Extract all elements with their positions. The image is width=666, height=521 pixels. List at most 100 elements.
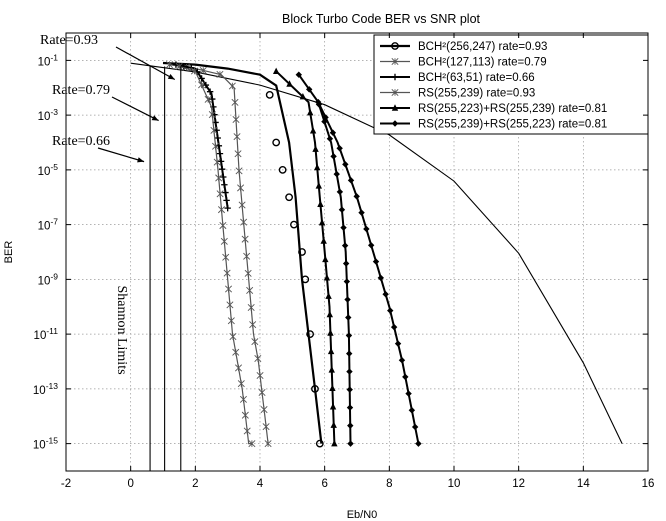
marker-triangle <box>327 329 334 336</box>
marker-diamond <box>415 440 422 447</box>
marker-diamond <box>408 407 416 414</box>
marker-diamond <box>345 332 353 339</box>
marker-star <box>208 111 216 119</box>
legend: BCH²(256,247) rate=0.93 BCH²(127,113) rat… <box>373 34 649 135</box>
marker-diamond <box>398 357 406 364</box>
y-tick-label: 10-11 <box>34 326 59 342</box>
marker-triangle <box>306 108 314 116</box>
marker-star <box>246 286 254 294</box>
marker-star <box>241 411 249 419</box>
marker-star <box>198 81 206 89</box>
marker-triangle <box>286 80 293 87</box>
shannon-rate-label: Rate=0.66 <box>52 134 110 149</box>
marker-triangle <box>327 347 335 355</box>
marker-circle <box>285 193 293 202</box>
marker-diamond <box>336 145 343 152</box>
marker-star <box>231 98 239 106</box>
marker-star <box>264 440 272 448</box>
x-axis-label: Eb/N0 <box>347 509 378 521</box>
x-tick-label: 16 <box>642 478 655 490</box>
marker-star <box>228 82 236 90</box>
uncoded-curve <box>130 62 623 444</box>
marker-diamond <box>358 209 365 216</box>
marker-star <box>254 354 262 363</box>
marker-star <box>235 167 243 175</box>
marker-diamond <box>347 177 355 184</box>
marker-diamond <box>336 188 344 196</box>
marker-plus <box>221 181 228 188</box>
marker-diamond <box>353 193 360 200</box>
marker-diamond <box>402 373 409 381</box>
y-tick-label: 10-3 <box>38 107 59 123</box>
marker-diamond <box>363 225 370 233</box>
marker-triangle <box>323 274 331 281</box>
marker-star <box>216 190 224 198</box>
x-tick-label: 6 <box>321 478 327 490</box>
marker-star <box>391 88 399 97</box>
marker-circle <box>311 384 319 393</box>
plot-frame <box>65 32 649 472</box>
legend-label: BCH²(63,51) rate=0.66 <box>418 72 535 84</box>
marker-triangle <box>329 384 336 392</box>
marker-circle <box>301 275 310 284</box>
marker-diamond <box>346 368 353 375</box>
marker-star <box>199 66 207 74</box>
curves <box>130 61 623 448</box>
marker-star <box>247 303 255 312</box>
marker-circle <box>298 248 306 256</box>
marker-triangle <box>317 200 324 207</box>
marker-star <box>251 338 259 346</box>
shannon-arrow <box>111 96 159 122</box>
arrow-head <box>151 115 159 121</box>
marker-triangle <box>315 182 323 189</box>
marker-diamond <box>333 170 340 178</box>
legend-box <box>373 34 649 135</box>
shannon-arrow <box>97 147 145 163</box>
marker-triangle <box>318 218 326 226</box>
marker-diamond <box>342 161 349 168</box>
marker-star <box>391 57 399 66</box>
marker-diamond <box>347 422 354 429</box>
marker-diamond <box>322 114 329 121</box>
marker-diamond <box>315 98 322 106</box>
marker-star <box>239 395 247 403</box>
marker-plus <box>222 189 229 196</box>
marker-star <box>258 389 266 397</box>
marker-star <box>222 253 230 261</box>
marker-star <box>217 206 226 214</box>
marker-triangle <box>313 163 321 171</box>
y-tick-label: 10-1 <box>38 52 59 68</box>
marker-triangle <box>331 439 338 447</box>
marker-circle <box>315 439 324 448</box>
marker-triangle <box>322 255 329 263</box>
marker-diamond <box>391 120 399 127</box>
series-line <box>275 70 336 444</box>
marker-diamond <box>326 135 334 142</box>
marker-diamond <box>306 86 313 93</box>
y-tick-label: 10-9 <box>38 271 59 287</box>
marker-diamond <box>295 71 302 78</box>
marker-plus <box>223 197 230 204</box>
series-0 <box>162 61 324 448</box>
marker-triangle <box>309 127 317 134</box>
series-line <box>169 64 269 444</box>
marker-diamond <box>341 242 349 249</box>
marker-triangle <box>326 310 333 318</box>
marker-plus <box>214 134 221 142</box>
marker-circle <box>278 165 287 174</box>
legend-label: BCH²(256,247) rate=0.93 <box>418 41 547 53</box>
marker-star <box>219 222 227 230</box>
marker-plus <box>218 165 226 173</box>
series-3 <box>175 62 256 448</box>
marker-star <box>244 269 252 277</box>
marker-star <box>226 301 234 309</box>
marker-circle <box>265 90 274 99</box>
marker-triangle <box>272 67 280 74</box>
marker-triangle <box>325 292 332 299</box>
marker-star <box>237 184 245 192</box>
marker-diamond <box>411 423 419 431</box>
marker-star <box>260 406 268 414</box>
y-tick-label: 10-15 <box>33 436 58 452</box>
series-line <box>162 61 323 444</box>
